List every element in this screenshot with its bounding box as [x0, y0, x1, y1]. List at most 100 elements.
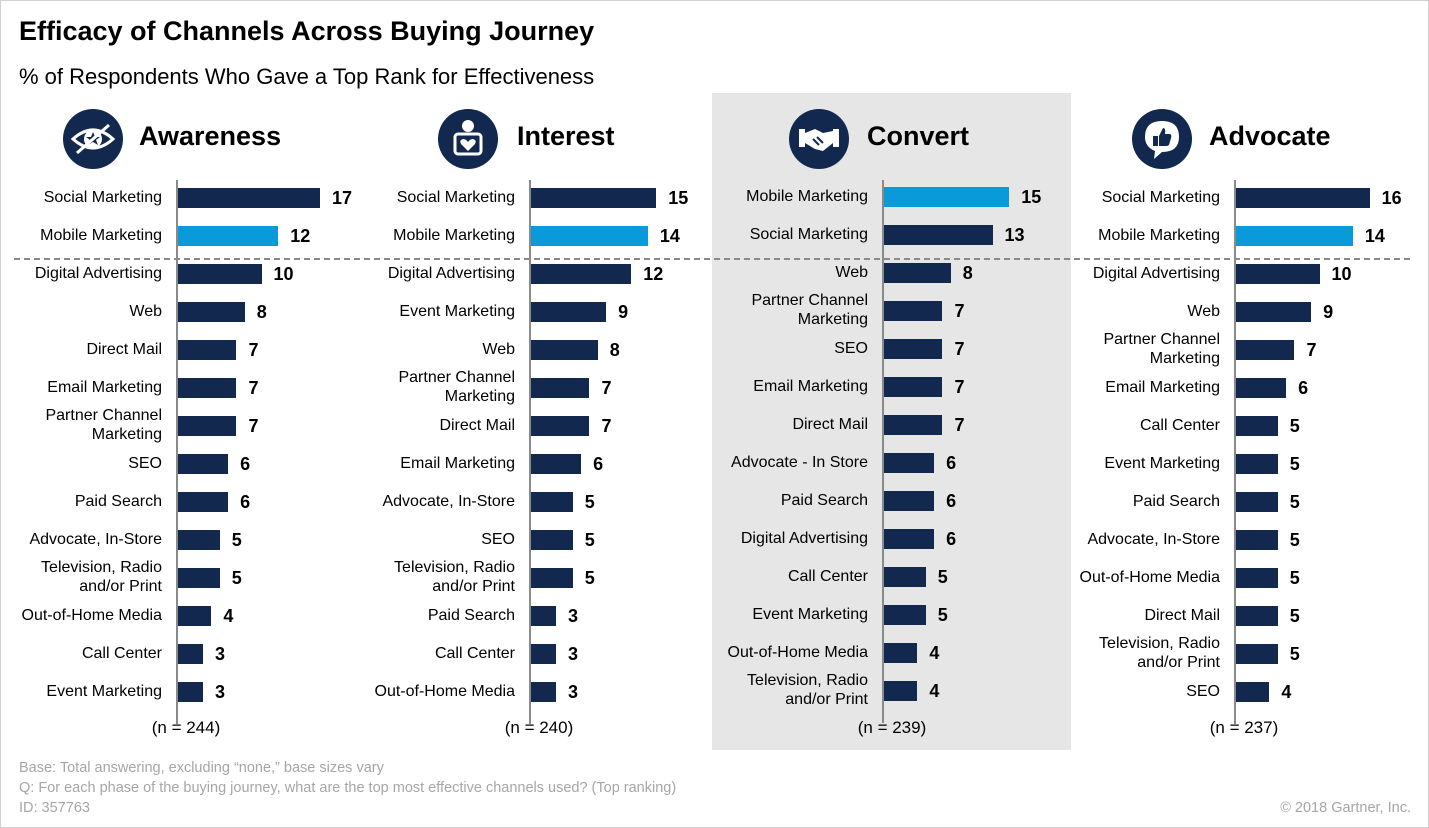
data-label: 6 — [240, 454, 251, 474]
category-label: SEO — [481, 530, 515, 548]
category-label: Television, Radio and/or Print — [747, 672, 868, 708]
data-label: 7 — [954, 339, 965, 359]
bar — [884, 225, 993, 245]
data-label: 7 — [954, 377, 965, 397]
data-label: 7 — [248, 340, 259, 360]
data-label: 6 — [593, 454, 604, 474]
category-label: Email Marketing — [753, 377, 868, 395]
category-label: Digital Advertising — [34, 264, 162, 282]
category-label: SEO — [834, 339, 868, 357]
bar — [884, 529, 935, 549]
bar — [178, 492, 229, 512]
bar — [884, 643, 918, 663]
data-label: 4 — [929, 681, 940, 701]
data-label: 5 — [1289, 568, 1300, 588]
category-label: Digital Advertising — [740, 529, 868, 547]
category-label: Call Center — [81, 644, 162, 662]
data-label: 8 — [256, 302, 267, 322]
category-label: Event Marketing — [752, 605, 868, 623]
data-label: 8 — [962, 263, 973, 283]
bar — [178, 606, 212, 626]
category-label: Email Marketing — [400, 454, 515, 472]
data-label: 6 — [946, 529, 957, 549]
category-label: Partner Channel Marketing — [1103, 331, 1220, 367]
category-label: SEO — [128, 454, 162, 472]
data-label: 5 — [937, 605, 948, 625]
footnote-id: ID: 357763 — [19, 800, 90, 816]
bar — [178, 378, 237, 398]
y-axis-line — [529, 180, 531, 724]
data-label: 5 — [231, 568, 242, 588]
bar-highlight — [884, 187, 1010, 207]
category-label: Television, Radio and/or Print — [1099, 635, 1220, 671]
bar — [1236, 264, 1320, 284]
data-label: 16 — [1381, 188, 1402, 208]
bar — [531, 188, 657, 208]
data-label: 5 — [1289, 492, 1300, 512]
category-label: Direct Mail — [86, 340, 162, 358]
category-label: Social Marketing — [43, 188, 162, 206]
bar — [531, 264, 632, 284]
bar — [884, 567, 926, 587]
data-label: 4 — [223, 606, 234, 626]
bar — [1236, 530, 1278, 550]
bar — [1236, 682, 1270, 702]
data-label: 3 — [568, 644, 579, 664]
bar — [1236, 568, 1278, 588]
category-label: Direct Mail — [1144, 606, 1220, 624]
category-label: Mobile Marketing — [393, 226, 515, 244]
category-label: Web — [129, 302, 162, 320]
bar — [884, 339, 943, 359]
data-label: 6 — [240, 492, 251, 512]
bar — [178, 644, 204, 664]
data-label: 5 — [1289, 644, 1300, 664]
data-label: 17 — [331, 188, 352, 208]
category-label: Web — [1187, 302, 1220, 320]
data-label: 7 — [954, 415, 965, 435]
data-label: 7 — [248, 416, 259, 436]
top-two-divider — [14, 258, 1410, 260]
data-label: 5 — [1289, 530, 1300, 550]
y-axis-line — [882, 180, 884, 723]
bar — [531, 530, 573, 550]
bar — [1236, 454, 1278, 474]
bar — [884, 453, 935, 473]
data-label: 5 — [584, 568, 595, 588]
category-label: Social Marketing — [396, 188, 515, 206]
data-label: 5 — [937, 567, 948, 587]
data-label: 5 — [584, 530, 595, 550]
phase-title-interest: Interest — [517, 121, 615, 151]
category-label: Event Marketing — [46, 682, 162, 700]
category-label: Television, Radio and/or Print — [41, 559, 162, 595]
footnote-question: Q: For each phase of the buying journey,… — [19, 780, 677, 796]
category-label: Web — [835, 263, 868, 281]
category-label: Out-of-Home Media — [727, 643, 869, 661]
bar-highlight — [178, 226, 279, 246]
category-label: Mobile Marketing — [746, 187, 868, 205]
category-label: Call Center — [1139, 416, 1220, 434]
phase-title-convert: Convert — [867, 121, 970, 151]
bar-highlight — [531, 226, 648, 246]
data-label: 4 — [1281, 682, 1292, 702]
category-label: Digital Advertising — [387, 264, 515, 282]
category-label: Digital Advertising — [1092, 264, 1220, 282]
category-label: Partner Channel Marketing — [398, 369, 515, 405]
bar — [178, 416, 237, 436]
category-label: Out-of-Home Media — [21, 606, 163, 624]
data-label: 14 — [1364, 226, 1385, 246]
handshake-icon — [789, 109, 849, 169]
category-label: Mobile Marketing — [40, 226, 162, 244]
bar — [884, 377, 943, 397]
category-label: Advocate, In-Store — [1087, 530, 1220, 548]
bar — [531, 644, 557, 664]
y-axis-line — [176, 180, 178, 724]
bar — [531, 378, 590, 398]
data-label: 5 — [1289, 416, 1300, 436]
bar — [531, 492, 573, 512]
bar — [1236, 302, 1312, 322]
category-label: Advocate - In Store — [731, 453, 868, 471]
